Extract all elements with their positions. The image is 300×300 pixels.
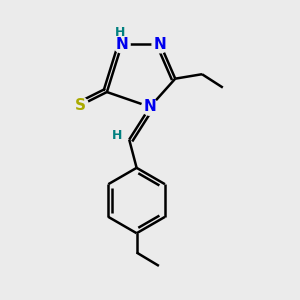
- Circle shape: [142, 99, 158, 115]
- Text: N: N: [154, 37, 167, 52]
- Circle shape: [72, 97, 88, 114]
- Text: N: N: [144, 99, 156, 114]
- Circle shape: [113, 36, 130, 53]
- Circle shape: [152, 36, 169, 53]
- Text: H: H: [115, 26, 125, 38]
- Text: S: S: [75, 98, 86, 113]
- Text: H: H: [112, 129, 122, 142]
- Text: N: N: [116, 37, 128, 52]
